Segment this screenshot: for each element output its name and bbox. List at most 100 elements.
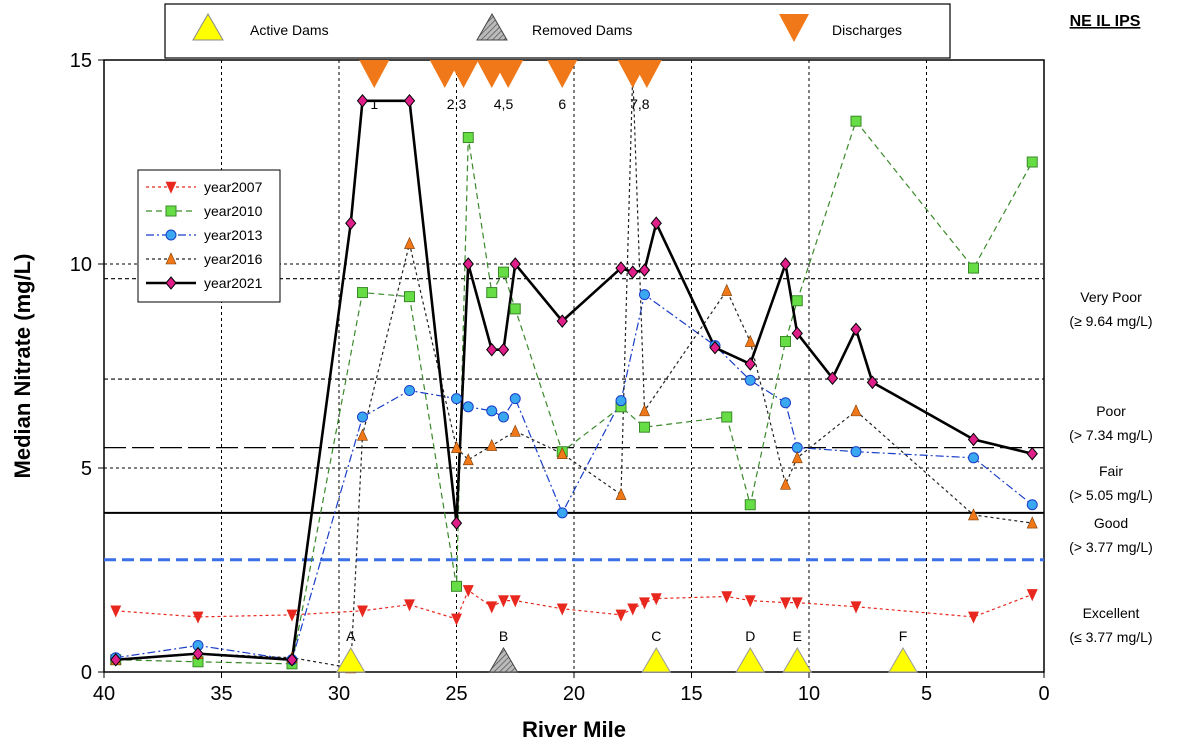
marker-point: [451, 580, 462, 592]
marker-point: [826, 371, 839, 386]
active-dam-marker: [888, 647, 918, 673]
marker-point: [744, 595, 756, 608]
removed-dam-label: B: [499, 628, 508, 644]
marker-point: [345, 216, 357, 230]
marker-point: [509, 424, 521, 437]
marker-point: [451, 613, 462, 626]
legend-label: year2007: [204, 179, 263, 195]
discharge-marker: [493, 60, 524, 88]
series-line-year2013: [115, 293, 1033, 661]
legend-label: year2010: [204, 203, 263, 219]
marker-point: [615, 609, 627, 622]
marker-point: [791, 295, 803, 307]
discharge-marker: [547, 60, 578, 88]
marker-point: [403, 94, 416, 108]
x-axis-title: River Mile: [522, 717, 626, 742]
discharge-label: 7,8: [630, 96, 650, 112]
marker-point: [744, 357, 756, 371]
marker-point: [744, 334, 756, 347]
discharge-label: 6: [558, 96, 566, 112]
marker-point: [556, 314, 568, 328]
y-axis-title: Median Nitrate (mg/L): [10, 254, 35, 479]
marker-point: [498, 266, 509, 278]
marker-point: [192, 646, 204, 661]
x-tick-label: 15: [680, 683, 702, 705]
marker-point: [165, 252, 177, 265]
marker-point: [486, 342, 498, 357]
marker-point: [462, 585, 474, 598]
marker-point: [556, 446, 568, 460]
marker-point: [462, 453, 474, 466]
marker-point: [192, 611, 204, 624]
marker-point: [744, 499, 756, 511]
marker-point: [486, 601, 498, 614]
removed-dam-marker: [488, 647, 519, 673]
removed-dam-legend-icon: [476, 12, 508, 41]
marker-point: [357, 411, 368, 423]
marker-point: [556, 507, 568, 519]
active-dam-marker: [641, 647, 672, 673]
marker-point: [404, 291, 415, 303]
marker-point: [462, 132, 474, 144]
marker-point: [639, 597, 650, 610]
marker-point: [1026, 589, 1038, 602]
marker-point: [110, 652, 122, 667]
series-legend: year2007 year2010 year2013 year2016 year2021: [137, 169, 281, 303]
marker-point: [165, 205, 177, 217]
marker-point: [165, 181, 177, 194]
y-tick-labels: 0 5 10 15: [70, 50, 92, 684]
marker-point: [744, 374, 756, 386]
marker-point: [627, 603, 639, 616]
marker-point: [556, 603, 568, 616]
marker-point: [780, 597, 791, 610]
marker-point: [968, 262, 979, 274]
marker-point: [968, 508, 979, 521]
marker-point: [509, 303, 521, 315]
discharges-legend-label: Discharges: [832, 22, 902, 38]
marker-point: [791, 451, 803, 464]
marker-point: [404, 599, 415, 612]
x-tick-label: 5: [921, 683, 932, 705]
marker-point: [462, 401, 474, 413]
marker-point: [1026, 446, 1038, 461]
x-tick-label: 0: [1038, 683, 1049, 705]
x-tick-label: 25: [445, 683, 467, 705]
marker-point: [850, 601, 862, 614]
marker-point: [968, 452, 979, 464]
active-dams-legend-label: Active Dams: [250, 22, 329, 38]
series-line-year2010: [115, 119, 1033, 665]
marker-point: [615, 395, 627, 407]
marker-point: [509, 257, 521, 271]
marker-point: [165, 229, 177, 241]
dams-layer: A C D E FB: [335, 628, 918, 673]
y-tick-label: 5: [81, 458, 92, 480]
discharge-label: 4,5: [494, 96, 514, 112]
marker-point: [638, 263, 651, 277]
marker-point: [1026, 516, 1038, 529]
marker-point: [286, 609, 298, 622]
marker-point: [498, 411, 509, 423]
category-label: Excellent: [1083, 605, 1140, 621]
discharge-legend-icon: [779, 14, 809, 42]
category-label: Good: [1094, 515, 1128, 531]
x-tick-label: 35: [210, 683, 232, 705]
marker-point: [780, 336, 791, 348]
marker-point: [850, 115, 862, 127]
discharge-marker: [429, 60, 460, 88]
category-range: (> 7.34 mg/L): [1069, 427, 1153, 443]
marker-point: [721, 591, 733, 604]
marker-point: [615, 487, 627, 500]
marker-point: [498, 595, 509, 608]
marker-point: [850, 446, 862, 458]
marker-point: [967, 432, 980, 447]
marker-point: [721, 411, 733, 423]
discharge-label: 1: [370, 96, 378, 112]
marker-point: [779, 257, 792, 271]
marker-point: [110, 605, 122, 618]
category-range: (> 5.05 mg/L): [1069, 487, 1153, 503]
category-range: (≥ 9.64 mg/L): [1069, 313, 1152, 329]
marker-point: [968, 611, 979, 624]
legend-label: year2016: [204, 251, 263, 267]
active-dam-marker: [782, 647, 813, 673]
